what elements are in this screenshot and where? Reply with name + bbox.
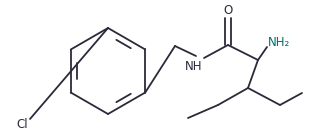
Text: NH₂: NH₂ (268, 35, 290, 48)
Text: O: O (223, 4, 233, 16)
Text: NH: NH (185, 59, 203, 72)
Text: Cl: Cl (16, 119, 28, 132)
